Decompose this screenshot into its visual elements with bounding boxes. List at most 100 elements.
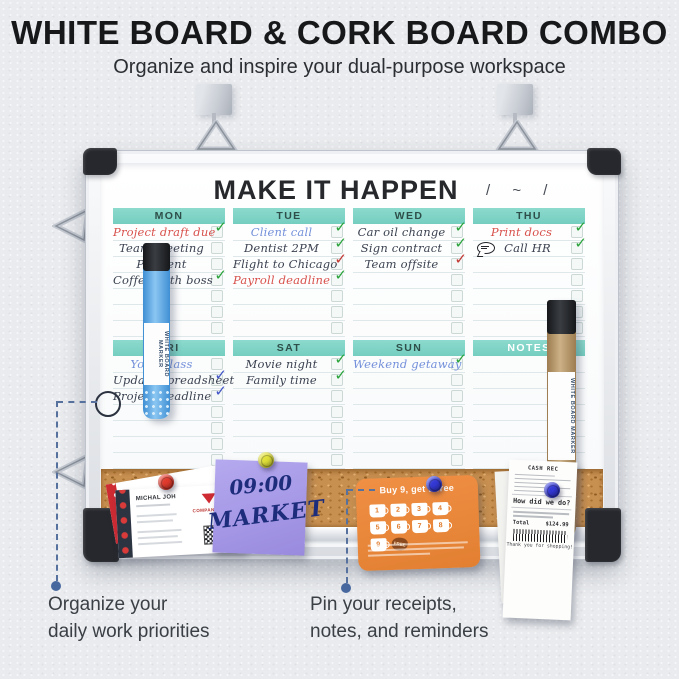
- card-line: [137, 535, 178, 540]
- planner-column-tue: TUE Client call ✓ Dentist 2PM ✓ Flight to Chi…: [233, 208, 347, 337]
- planner-row: [353, 304, 465, 321]
- planner-checkbox: [331, 454, 343, 466]
- planner-row: [233, 436, 345, 453]
- checkmark-icon: ✓: [214, 218, 227, 236]
- marker-label: WHITE BOARD MARKER: [548, 372, 575, 460]
- receipt-total-label: Total: [512, 519, 530, 527]
- planner-row: [353, 452, 465, 469]
- planner-row: [233, 288, 345, 305]
- planner-checkbox: [571, 258, 583, 270]
- blue-marker: WHITE BOARD MARKER: [143, 243, 170, 419]
- receipt-line: [513, 514, 554, 519]
- caption-right-line1: Pin your receipts,: [310, 594, 457, 615]
- callout-dot: [51, 581, 61, 591]
- planner-checkbox: [451, 242, 463, 254]
- callout-line: [57, 401, 97, 403]
- caption-left: Organize your daily work priorities: [48, 592, 210, 645]
- planner-checkbox: [571, 242, 583, 254]
- caption-right-line2: notes, and reminders: [310, 620, 489, 642]
- planner-item-text: Project draft due: [113, 225, 216, 239]
- planner-row: Sign contract ✓: [353, 234, 467, 257]
- checkmark-icon: ✓: [574, 218, 587, 236]
- planner-item-text: Payroll deadline: [233, 273, 331, 287]
- planner-checkbox: [211, 438, 223, 450]
- planner-checkbox: [331, 422, 343, 434]
- planner-checkbox: [331, 242, 343, 254]
- receipt-line: [514, 473, 555, 477]
- planner-checkbox: [331, 258, 343, 270]
- planner-checkbox: [571, 274, 583, 286]
- card-line: [137, 528, 182, 534]
- receipt-line: [514, 477, 571, 482]
- planner-row: [113, 420, 225, 437]
- planner-checkbox: [211, 290, 223, 302]
- checkmark-icon: ✓: [334, 350, 347, 368]
- checkmark-icon: ✓: [334, 218, 347, 236]
- planner-checkbox: [211, 258, 223, 270]
- receipt-header: CASH REC: [527, 465, 559, 473]
- planner-checkbox: [331, 358, 343, 370]
- planner-checkbox: [331, 274, 343, 286]
- planner-row: [353, 372, 465, 389]
- coffee-cup-icon: 3: [410, 502, 428, 517]
- planner-row: [353, 436, 465, 453]
- receipt-total-value: $124.99: [545, 520, 569, 528]
- planner-checkbox: [211, 274, 223, 286]
- planner-row: [473, 436, 585, 453]
- card-line: [136, 513, 177, 518]
- day-header-wed: WED: [353, 208, 465, 224]
- corner-cap: [587, 148, 621, 175]
- corner-cap: [585, 508, 621, 562]
- planner-checkbox: [451, 358, 463, 370]
- callout-line: [346, 489, 348, 583]
- planner-item-text: Dentist 2PM: [244, 241, 319, 255]
- red-push-pin-icon: [158, 474, 174, 490]
- planner-item-text: Flight to Chicago: [233, 257, 338, 271]
- planner-checkbox: [331, 374, 343, 386]
- day-header-sun: SUN: [353, 340, 465, 356]
- sticky-note: 09:00 MARKET: [207, 459, 327, 556]
- planner-column-sat: SAT Movie night ✓ Family time ✓: [233, 340, 347, 469]
- card-side-strip: [115, 489, 133, 559]
- planner-checkbox: [331, 390, 343, 402]
- clip-stem: [212, 113, 216, 125]
- planner-checkbox: [331, 226, 343, 238]
- planner-item-text: Movie night: [245, 357, 318, 371]
- date-placeholder: / ~ /: [486, 182, 557, 199]
- planner-row: [353, 388, 465, 405]
- day-header-thu: THU: [473, 208, 585, 224]
- checkmark-icon: ✓: [454, 350, 467, 368]
- checkmark-icon: ✓: [454, 218, 467, 236]
- planner-checkbox: [211, 306, 223, 318]
- clip-stem: [513, 113, 517, 125]
- planner-item-text: Call HR: [504, 241, 551, 255]
- callout-dot: [341, 583, 351, 593]
- clip-block: [196, 84, 232, 115]
- callout-circle: [95, 391, 121, 417]
- planner-item-text: Client call: [250, 225, 313, 239]
- checkmark-icon: ✓: [574, 234, 587, 252]
- planner-checkbox: [331, 438, 343, 450]
- planner-row: Flight to Chicago ✓: [233, 250, 347, 273]
- yellow-push-pin-icon: [258, 452, 274, 468]
- planner-checkbox: [211, 406, 223, 418]
- clip-hook-icon: [495, 120, 539, 152]
- planner-checkbox: [571, 290, 583, 302]
- marker-label: WHITE BOARD MARKER: [144, 323, 169, 385]
- planner-column-wed: WED Car oil change ✓ Sign contract ✓ Team off…: [353, 208, 467, 337]
- planner-checkbox: [331, 290, 343, 302]
- blue-push-pin-icon: [544, 482, 560, 498]
- planner-row: [233, 320, 345, 337]
- planner-row: [473, 356, 585, 373]
- planner-row: [473, 404, 585, 421]
- checkmark-icon: ✓: [214, 266, 227, 284]
- sticky-note-text: MARKET: [206, 495, 327, 536]
- receipt-barcode-icon: [512, 528, 568, 543]
- planner-row: Call HR ✓: [473, 234, 587, 257]
- planner-row: [113, 404, 225, 421]
- planner-column-thu: THU Print docs ✓ Call HR ✓: [473, 208, 587, 337]
- planner-checkbox: [211, 422, 223, 434]
- planner-checkbox: [211, 226, 223, 238]
